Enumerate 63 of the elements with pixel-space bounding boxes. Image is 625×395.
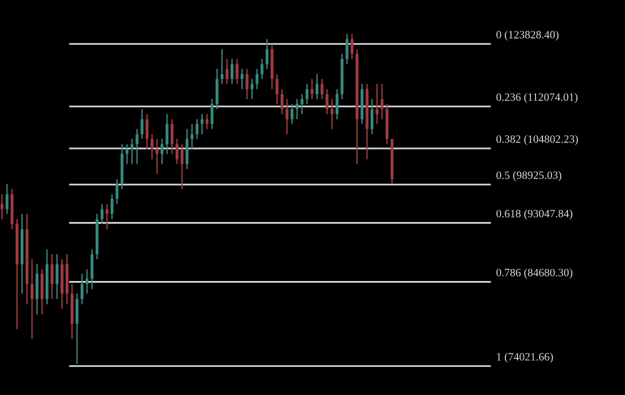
candlestick: [226, 58, 228, 84]
candlestick: [290, 103, 294, 124]
candlestick: [376, 83, 378, 124]
candlestick: [240, 68, 244, 90]
candlestick: [276, 74, 278, 105]
candlestick: [166, 114, 168, 154]
ref-line-label: 0.786 (84680.30): [496, 268, 572, 279]
candlestick: [196, 118, 198, 140]
candlestick: [286, 98, 288, 135]
candlestick: [336, 88, 338, 120]
candlestick: [256, 68, 258, 90]
candlestick: [180, 144, 184, 190]
ref-line-label: 0.618 (93047.84): [496, 210, 572, 220]
candlestick: [306, 83, 308, 105]
ref-line-label: 1 (74021.66): [496, 352, 553, 363]
ref-line-label: 0 (123828.40): [496, 30, 558, 41]
ref-line-label: 0.236 (112074.01): [496, 93, 578, 104]
candlestick: [130, 138, 134, 165]
candlestick: [50, 254, 54, 300]
candlestick: [236, 58, 238, 84]
candlestick: [80, 273, 84, 305]
candlestick: [190, 123, 194, 150]
candlestick: [150, 134, 154, 160]
candlestick: [206, 114, 208, 130]
candlestick: [296, 98, 298, 120]
candlestick: [200, 114, 204, 135]
ref-line-label: 0.382 (104802.23): [496, 135, 578, 146]
candlestick: [160, 138, 164, 165]
candlestick: [100, 203, 104, 224]
candlestick: [136, 128, 138, 165]
candlestick: [310, 78, 314, 100]
candlestick: [210, 98, 214, 130]
candlestick: [370, 98, 374, 135]
candlestick: [326, 88, 328, 115]
candlestick: [320, 78, 324, 100]
candlestick: [176, 138, 178, 165]
candlestick: [330, 98, 334, 130]
candlestick: [280, 88, 284, 115]
candlestick: [56, 254, 58, 300]
candlestick: [300, 93, 304, 115]
candlestick: [316, 74, 318, 100]
candlestick: [110, 194, 114, 220]
candlestick: [170, 118, 174, 154]
candlestick: [260, 58, 264, 80]
candlestick: [140, 108, 144, 140]
candlestick: [350, 33, 354, 60]
candlestick: [346, 33, 348, 65]
candlestick: [86, 268, 88, 294]
candlestick: [266, 38, 268, 70]
candlestick: [0, 194, 4, 220]
candlestick: [220, 48, 224, 84]
candlestick: [106, 203, 108, 230]
candlestick: [126, 144, 128, 165]
candlestick: [156, 138, 158, 175]
candlestick: [116, 178, 118, 205]
candlestick: [6, 183, 8, 214]
candlestick: [246, 68, 248, 100]
candlestick: [30, 258, 34, 340]
candlestick: [250, 78, 254, 100]
ref-line-label: 0.5 (98925.03): [496, 171, 562, 182]
candlestick: [146, 114, 148, 150]
candlestick: [380, 83, 384, 120]
candlestick: [230, 58, 234, 84]
